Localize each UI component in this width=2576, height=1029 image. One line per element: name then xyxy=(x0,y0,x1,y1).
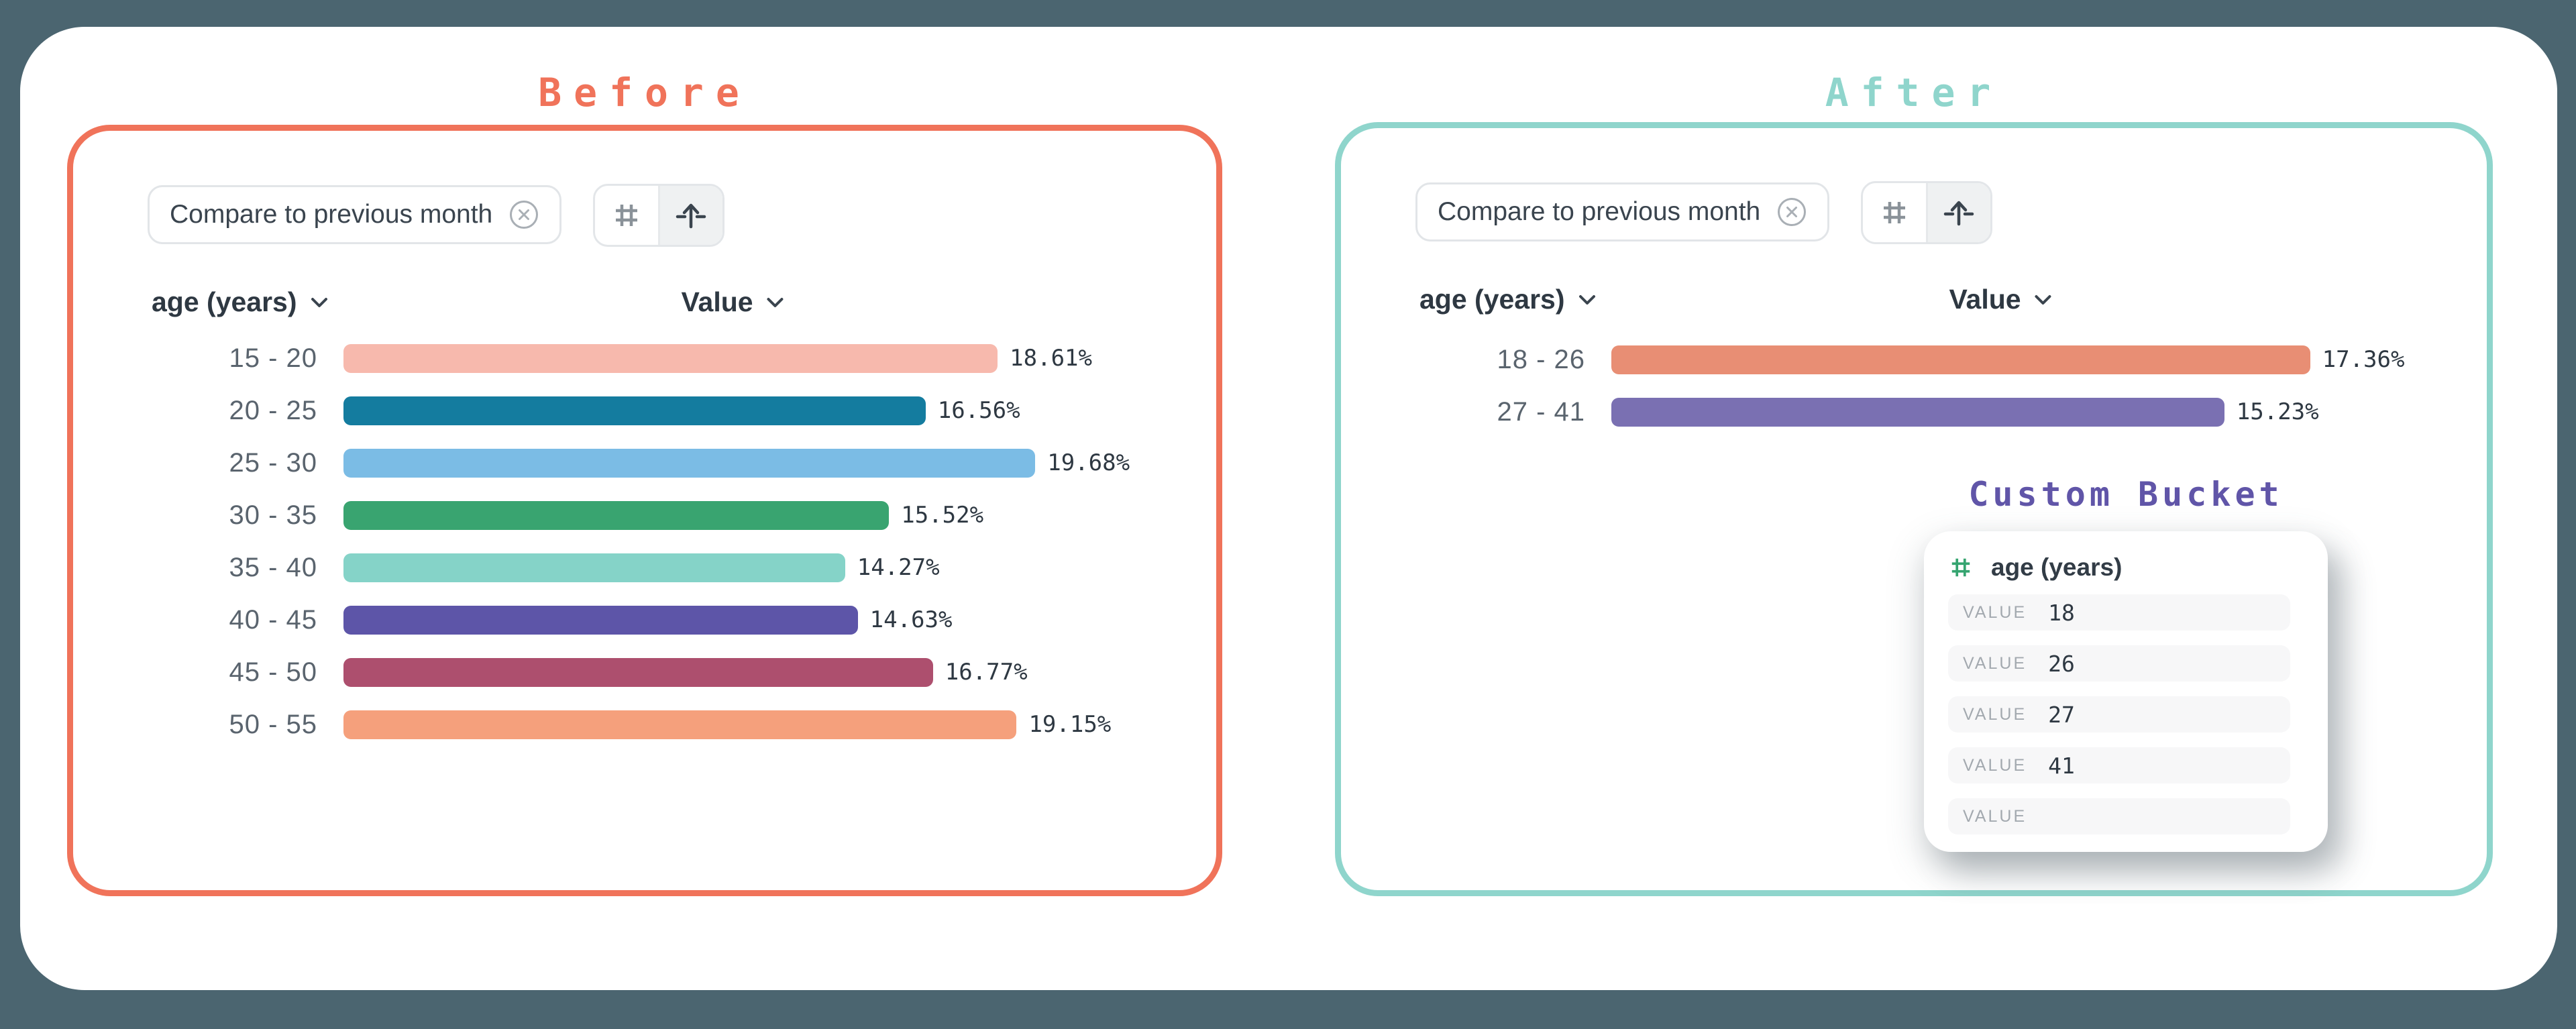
arrow-to-top-icon xyxy=(1942,196,1976,229)
bar[interactable] xyxy=(1611,397,2224,427)
bucket-value: 27 xyxy=(2048,701,2075,728)
bar-row-label: 18 - 26 xyxy=(1497,344,1585,374)
after-compare-chip[interactable]: Compare to previous month xyxy=(1415,182,1830,241)
chip-label: Compare to previous month xyxy=(1438,197,1761,226)
bar-value: 15.52% xyxy=(901,502,984,529)
bar[interactable] xyxy=(343,710,1017,739)
bucket-value: 18 xyxy=(2048,599,2075,626)
value-header-label: Value xyxy=(1949,284,2021,315)
bucket-row-label: VALUE xyxy=(1963,653,2027,673)
bar-value: 16.56% xyxy=(937,397,1020,424)
bucket-field-label: age (years) xyxy=(1991,553,2123,581)
bucket-value-input[interactable]: VALUE 41 xyxy=(1948,747,2290,783)
table-row: 35 - 40 14.27% xyxy=(73,541,1216,594)
bar-row-label: 45 - 50 xyxy=(229,657,317,687)
chevron-down-icon xyxy=(1577,293,1597,307)
bar-value: 14.27% xyxy=(857,554,940,581)
number-format-button[interactable] xyxy=(1863,183,1926,242)
bar-value: 19.68% xyxy=(1047,449,1130,476)
bar[interactable] xyxy=(343,553,845,582)
bar[interactable] xyxy=(343,500,890,530)
bucket-row-label: VALUE xyxy=(1963,704,2027,724)
bucket-value-input[interactable]: VALUE 26 xyxy=(1948,645,2290,682)
bar-value: 14.63% xyxy=(869,606,953,633)
dimension-header-label: age (years) xyxy=(1419,284,1565,315)
bar-row-label: 20 - 25 xyxy=(229,395,317,425)
bar[interactable] xyxy=(343,343,998,373)
bar-row-label: 15 - 20 xyxy=(229,343,317,373)
table-row: 30 - 35 15.52% xyxy=(73,489,1216,541)
hash-icon xyxy=(611,200,642,231)
sort-top-button[interactable] xyxy=(657,186,722,245)
bar[interactable] xyxy=(343,605,858,635)
after-title: After xyxy=(1825,70,2003,115)
before-title: Before xyxy=(538,70,751,115)
before-panel: Compare to previous month age (years) xyxy=(67,125,1222,896)
table-row: 45 - 50 16.77% xyxy=(73,646,1216,698)
bar-row-label: 25 - 30 xyxy=(229,447,317,478)
chevron-down-icon xyxy=(765,296,786,309)
dimension-header-label: age (years) xyxy=(152,286,297,317)
bucket-row-label: VALUE xyxy=(1963,755,2027,775)
custom-bucket-popup: age (years) VALUE 18 VALUE 26 VALUE 27 V… xyxy=(1924,531,2328,852)
x-circle-icon[interactable] xyxy=(1776,197,1807,227)
bar-value: 18.61% xyxy=(1010,345,1092,372)
number-format-button[interactable] xyxy=(595,186,658,245)
bucket-value: 41 xyxy=(2048,752,2075,779)
hash-icon xyxy=(1948,555,1974,580)
bar-value: 16.77% xyxy=(945,659,1028,686)
bar[interactable] xyxy=(343,396,926,425)
bucket-value: 26 xyxy=(2048,650,2075,677)
bar-row-label: 30 - 35 xyxy=(229,500,317,530)
hash-icon xyxy=(1879,197,1910,228)
before-value-header[interactable]: Value xyxy=(681,286,785,318)
value-header-label: Value xyxy=(681,286,753,317)
table-row: 18 - 26 17.36% xyxy=(1341,333,2487,386)
before-compare-chip[interactable]: Compare to previous month xyxy=(148,185,562,244)
table-row: 27 - 41 15.23% xyxy=(1341,386,2487,438)
bar-row-label: 50 - 55 xyxy=(229,709,317,739)
bar-value: 17.36% xyxy=(2322,346,2405,373)
table-row: 50 - 55 19.15% xyxy=(73,698,1216,751)
table-row: 40 - 45 14.63% xyxy=(73,594,1216,646)
bucket-rows: VALUE 18 VALUE 26 VALUE 27 VALUE 41 VALU… xyxy=(1948,594,2328,834)
after-value-header[interactable]: Value xyxy=(1949,284,2053,315)
chip-label: Compare to previous month xyxy=(170,200,493,229)
before-rows: 15 - 20 18.61% 20 - 25 16.56% 25 - 30 19… xyxy=(73,332,1216,751)
arrow-to-top-icon xyxy=(674,199,708,232)
bar[interactable] xyxy=(343,448,1036,478)
bar[interactable] xyxy=(343,657,933,687)
bucket-value-input[interactable]: VALUE xyxy=(1948,798,2290,834)
bucket-value-input[interactable]: VALUE 18 xyxy=(1948,594,2290,631)
bucket-row-label: VALUE xyxy=(1963,806,2027,826)
bar-row-label: 40 - 45 xyxy=(229,604,317,635)
after-rows: 18 - 26 17.36% 27 - 41 15.23% xyxy=(1341,333,2487,438)
bar-value: 15.23% xyxy=(2236,398,2319,425)
table-row: 20 - 25 16.56% xyxy=(73,384,1216,437)
bar[interactable] xyxy=(1611,345,2310,374)
after-panel: Compare to previous month age (years) xyxy=(1335,122,2493,896)
after-dimension-header[interactable]: age (years) xyxy=(1419,284,1597,315)
bar-value: 19.15% xyxy=(1028,711,1112,738)
table-row: 15 - 20 18.61% xyxy=(73,332,1216,384)
bucket-row-label: VALUE xyxy=(1963,602,2027,622)
chevron-down-icon xyxy=(309,296,329,309)
chevron-down-icon xyxy=(2033,293,2053,307)
x-circle-icon[interactable] xyxy=(508,199,539,230)
custom-bucket-field: age (years) xyxy=(1948,551,2328,584)
table-row: 25 - 30 19.68% xyxy=(73,437,1216,489)
before-format-toggle xyxy=(593,184,724,247)
before-dimension-header[interactable]: age (years) xyxy=(152,286,329,318)
bar-row-label: 35 - 40 xyxy=(229,552,317,582)
custom-bucket-title: Custom Bucket xyxy=(1968,475,2284,514)
sort-top-button[interactable] xyxy=(1925,183,1990,242)
after-format-toggle xyxy=(1861,181,1992,244)
bucket-value-input[interactable]: VALUE 27 xyxy=(1948,696,2290,733)
bar-row-label: 27 - 41 xyxy=(1497,396,1585,427)
